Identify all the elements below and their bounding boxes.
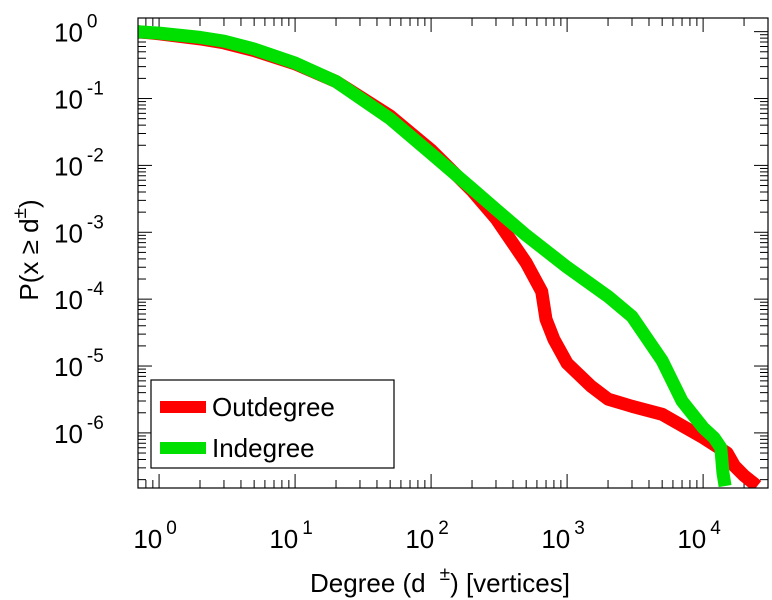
y-tick-label: 10 0: [54, 12, 98, 48]
legend: Outdegree Indegree: [150, 379, 395, 469]
x-tick-label: 10 4: [677, 518, 721, 554]
legend-label-outdegree: Outdegree: [212, 392, 335, 422]
legend-label-indegree: Indegree: [212, 433, 315, 463]
series-line-indegree: [138, 25, 732, 488]
y-tick-label: 10 -5: [54, 346, 104, 382]
y-tick-label: 10 -1: [54, 79, 104, 115]
x-tick-label: 10 2: [405, 518, 449, 554]
x-tick-label: 10 1: [269, 518, 313, 554]
x-tick-labels: 10 0 10 1 10 2 10 3 10 4: [133, 518, 721, 554]
x-tick-label: 10 3: [541, 518, 585, 554]
y-tick-label: 10 -4: [54, 279, 104, 315]
x-tick-label: 10 0: [133, 518, 177, 554]
plot-frame: [137, 17, 769, 489]
y-tick-label: 10 -2: [54, 145, 104, 181]
major-ticks: [138, 18, 768, 488]
y-tick-label: 10 -6: [54, 413, 104, 449]
series-layer: [138, 25, 762, 488]
y-axis-label: P(x ≥ d±): [10, 199, 44, 300]
x-axis-label: Degree (d ±) [vertices]: [310, 564, 570, 598]
y-tick-label: 10 -3: [54, 212, 104, 248]
minor-ticks: [137, 18, 769, 488]
